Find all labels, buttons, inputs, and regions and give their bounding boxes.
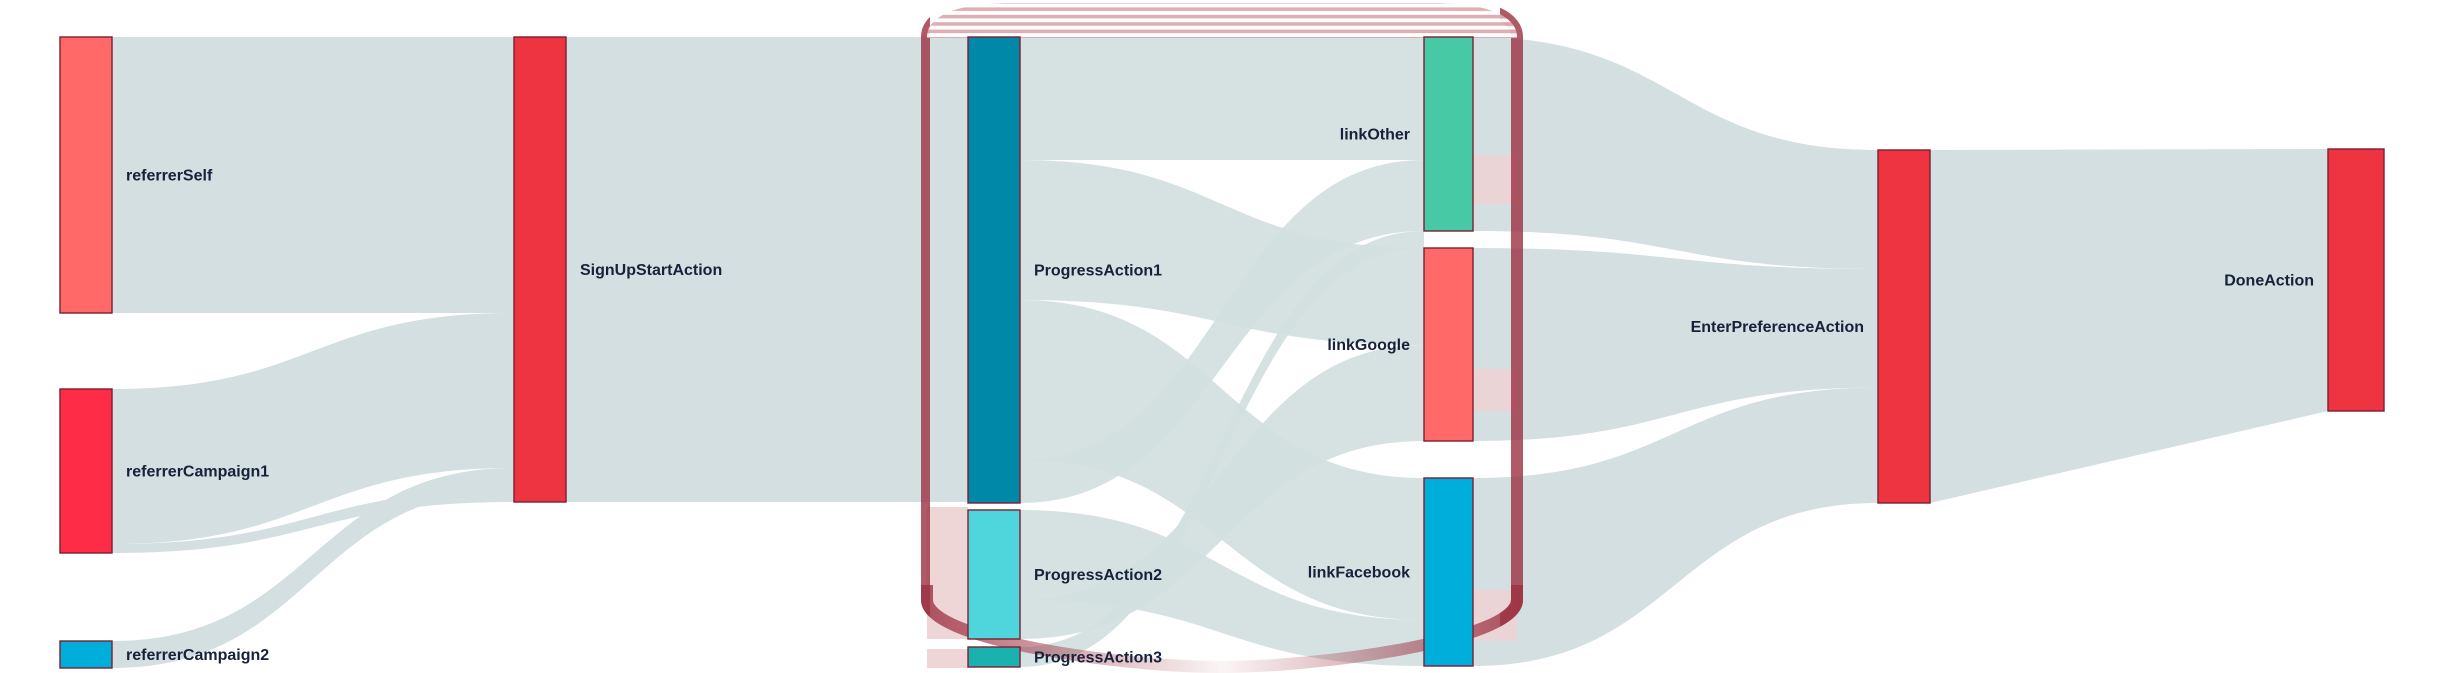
svg-text:ProgressAction3: ProgressAction3 <box>1034 650 1162 667</box>
svg-text:DoneAction: DoneAction <box>2224 273 2314 290</box>
svg-text:referrerCampaign2: referrerCampaign2 <box>126 647 269 664</box>
svg-text:referrerCampaign1: referrerCampaign1 <box>126 464 269 481</box>
svg-text:EnterPreferenceAction: EnterPreferenceAction <box>1691 319 1864 336</box>
svg-text:linkFacebook: linkFacebook <box>1308 565 1410 582</box>
svg-text:ProgressAction2: ProgressAction2 <box>1034 567 1162 584</box>
svg-text:linkOther: linkOther <box>1340 127 1410 144</box>
svg-text:ProgressAction1: ProgressAction1 <box>1034 263 1162 280</box>
svg-text:SignUpStartAction: SignUpStartAction <box>580 262 722 279</box>
svg-text:referrerSelf: referrerSelf <box>126 168 213 185</box>
svg-text:linkGoogle: linkGoogle <box>1327 337 1410 354</box>
